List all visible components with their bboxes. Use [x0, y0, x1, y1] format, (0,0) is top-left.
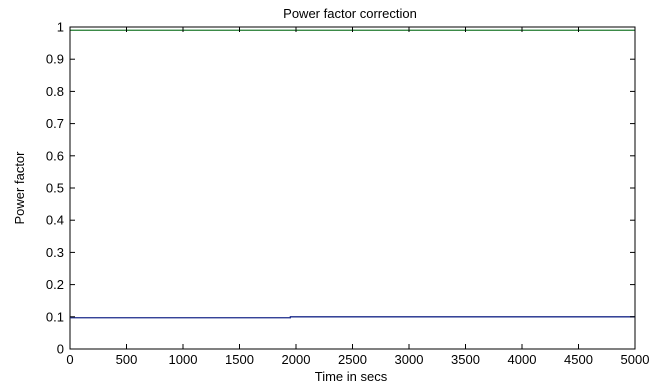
y-tick-label: 0.7	[46, 116, 64, 131]
y-tick-label: 0	[57, 342, 64, 357]
y-axis-label: Power factor	[12, 151, 27, 225]
y-tick-label: 0.1	[46, 309, 64, 324]
x-tick-label: 4000	[508, 352, 537, 367]
x-tick-label: 1000	[169, 352, 198, 367]
chart-title: Power factor correction	[283, 6, 417, 21]
y-tick-label: 0.4	[46, 213, 64, 228]
x-tick-label: 500	[116, 352, 138, 367]
series-layer	[70, 29, 635, 319]
x-tick-label: 4500	[564, 352, 593, 367]
y-tick-label: 0.8	[46, 84, 64, 99]
x-tick-label: 2500	[338, 352, 367, 367]
x-axis: 0 500 1000 1500 2000 2500 3000 3500 4000 4500 5000	[66, 27, 649, 367]
x-tick-label: 0	[66, 352, 73, 367]
y-tick-label: 0.2	[46, 277, 64, 292]
x-tick-label: 3000	[395, 352, 424, 367]
y-axis: 0 0.1 0.2 0.3 0.4 0.5 0.6 0.7 0.8 0.9 1	[46, 20, 635, 357]
x-tick-label: 2000	[282, 352, 311, 367]
y-tick-label: 1	[57, 20, 64, 35]
y-tick-label: 0.5	[46, 181, 64, 196]
series-line-2	[70, 316, 635, 319]
y-tick-label: 0.3	[46, 245, 64, 260]
x-tick-label: 1500	[225, 352, 254, 367]
x-tick-label: 5000	[621, 352, 650, 367]
x-axis-label: Time in secs	[315, 369, 388, 384]
plot-area-frame	[69, 26, 636, 350]
y-tick-label: 0.6	[46, 148, 64, 163]
x-tick-label: 3500	[451, 352, 480, 367]
y-tick-label: 0.9	[46, 52, 64, 67]
